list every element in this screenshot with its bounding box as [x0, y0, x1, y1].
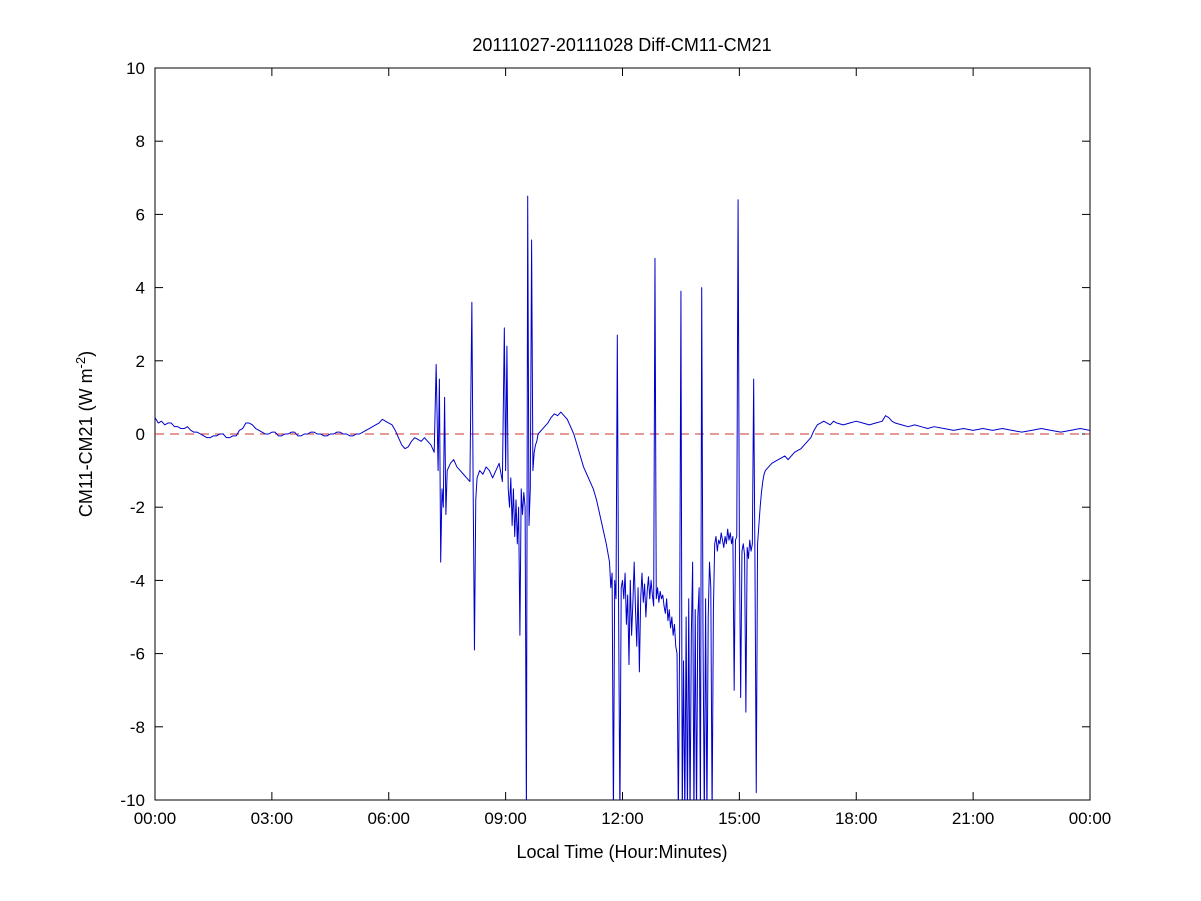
x-tick-label: 00:00	[1069, 809, 1112, 828]
y-tick-label: -4	[130, 571, 145, 590]
y-tick-label: -2	[130, 498, 145, 517]
y-tick-label: 10	[126, 59, 145, 78]
y-tick-label: -8	[130, 718, 145, 737]
x-tick-label: 15:00	[718, 809, 761, 828]
y-tick-labels: -10 -8 -6 -4 -2 0 2 4 6 8 10	[120, 59, 145, 810]
y-tick-label: 4	[136, 279, 145, 298]
x-tick-label: 21:00	[952, 809, 995, 828]
y-tick-label: 0	[136, 425, 145, 444]
chart-title: 20111027-20111028 Diff-CM11-CM21	[472, 35, 771, 55]
y-tick-label: 8	[136, 132, 145, 151]
x-tick-label: 06:00	[367, 809, 410, 828]
x-tick-label: 09:00	[484, 809, 527, 828]
x-tick-label: 00:00	[134, 809, 177, 828]
y-tick-label: 2	[136, 352, 145, 371]
y-tick-label: -10	[120, 791, 145, 810]
tick-marks	[154, 67, 1091, 801]
x-axis-label: Local Time (Hour:Minutes)	[516, 842, 727, 862]
x-tick-label: 03:00	[251, 809, 294, 828]
y-axis-label: CM11-CM21 (W m-2)	[73, 351, 96, 517]
x-tick-label: 18:00	[835, 809, 878, 828]
y-tick-label: -6	[130, 645, 145, 664]
x-tick-labels: 00:00 03:00 06:00 09:00 12:00 15:00 18:00 21:00…	[134, 809, 1112, 828]
series-line	[155, 195, 1090, 800]
y-tick-label: 6	[136, 205, 145, 224]
x-tick-label: 12:00	[601, 809, 644, 828]
